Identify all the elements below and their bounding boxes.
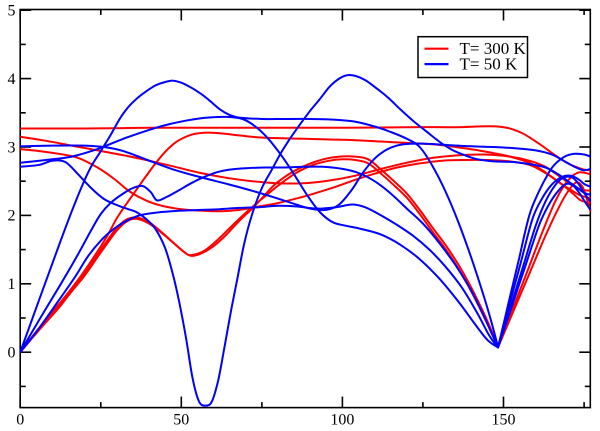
svg-text:2: 2 xyxy=(8,208,16,225)
svg-text:1: 1 xyxy=(8,276,16,293)
svg-text:150: 150 xyxy=(492,412,516,429)
svg-text:3: 3 xyxy=(8,139,16,156)
svg-text:T= 300 K: T= 300 K xyxy=(460,39,527,58)
svg-text:100: 100 xyxy=(330,412,354,429)
svg-text:0: 0 xyxy=(8,345,16,362)
svg-text:T= 50 K: T= 50 K xyxy=(460,55,518,74)
svg-text:4: 4 xyxy=(8,71,16,88)
svg-text:0: 0 xyxy=(16,412,24,429)
svg-text:50: 50 xyxy=(173,412,189,429)
svg-text:5: 5 xyxy=(8,3,16,20)
